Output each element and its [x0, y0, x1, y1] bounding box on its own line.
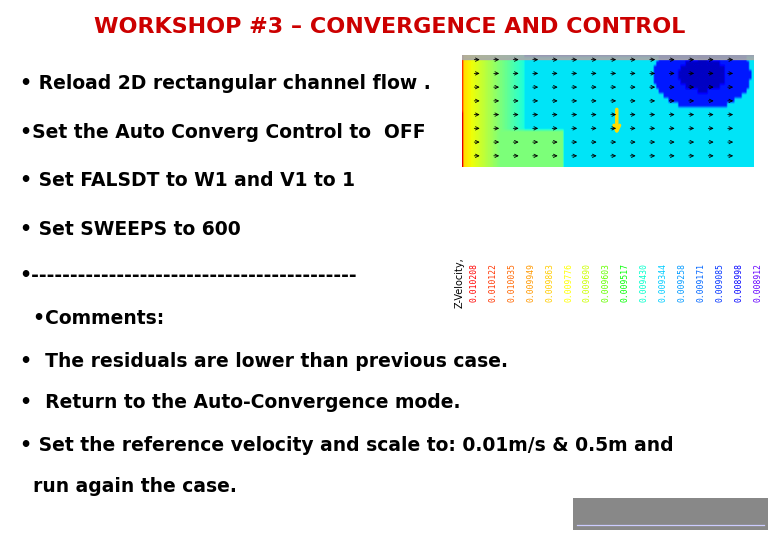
Text: •Comments:: •Comments:	[20, 309, 164, 328]
Text: 0.009517: 0.009517	[621, 262, 630, 302]
Text: 0.009863: 0.009863	[545, 262, 554, 302]
Text: 0.008998: 0.008998	[735, 262, 743, 302]
Text: • Set FALSDT to W1 and V1 to 1: • Set FALSDT to W1 and V1 to 1	[20, 171, 354, 191]
Text: 0.010208: 0.010208	[470, 262, 478, 302]
Text: • Reload 2D rectangular channel flow .: • Reload 2D rectangular channel flow .	[20, 74, 431, 93]
Text: 0.009690: 0.009690	[583, 262, 592, 302]
Text: 0.008912: 0.008912	[753, 262, 763, 302]
Text: DOWNLOAD WKSH  Q1: DOWNLOAD WKSH Q1	[578, 507, 764, 522]
Text: •------------------------------------------: •---------------------------------------…	[20, 266, 357, 285]
Text: 0.009603: 0.009603	[602, 262, 611, 302]
Text: •  The residuals are lower than previous case.: • The residuals are lower than previous …	[20, 352, 508, 372]
Text: 0.009949: 0.009949	[526, 262, 535, 302]
Bar	[462, 53, 754, 59]
Text: 0.010122: 0.010122	[488, 262, 497, 302]
Text: run again the case.: run again the case.	[20, 476, 236, 496]
Text: •  Return to the Auto-Convergence mode.: • Return to the Auto-Convergence mode.	[20, 393, 460, 412]
Text: •Set the Auto Converg Control to  OFF: •Set the Auto Converg Control to OFF	[20, 123, 425, 142]
Text: 0.009258: 0.009258	[678, 262, 686, 302]
Text: 0.009776: 0.009776	[564, 262, 573, 302]
Text: 0.009344: 0.009344	[659, 262, 668, 302]
Text: 0.009171: 0.009171	[697, 262, 706, 302]
Text: Z-Velocity,: Z-Velocity,	[455, 257, 465, 307]
Text: • Set the reference velocity and scale to: 0.01m/s & 0.5m and: • Set the reference velocity and scale t…	[20, 436, 673, 455]
Text: 0.010035: 0.010035	[507, 262, 516, 302]
Text: 0.009430: 0.009430	[640, 262, 649, 302]
Text: WORKSHOP #3 – CONVERGENCE AND CONTROL: WORKSHOP #3 – CONVERGENCE AND CONTROL	[94, 17, 686, 37]
Text: • Set SWEEPS to 600: • Set SWEEPS to 600	[20, 220, 240, 239]
Text: 0.009085: 0.009085	[716, 262, 725, 302]
